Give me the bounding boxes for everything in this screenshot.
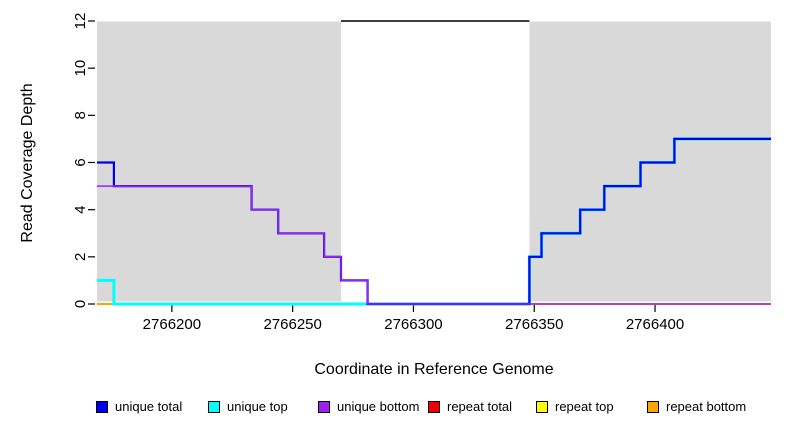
y-axis-tick-label: 10 — [72, 60, 89, 77]
y-axis-tick-label: 6 — [72, 158, 89, 166]
x-axis-tick-label: 2766300 — [384, 316, 442, 333]
x-axis-tick-label: 2766400 — [626, 316, 684, 333]
legend-label: unique total — [115, 399, 183, 414]
legend-swatch-repeat-bottom — [647, 401, 659, 413]
x-axis-title: Coordinate in Reference Genome — [314, 361, 554, 378]
legend-label: repeat top — [555, 399, 614, 414]
legend-swatch-unique-top — [208, 401, 220, 413]
legend-swatch-repeat-top — [536, 401, 548, 413]
legend-swatch-repeat-total — [428, 401, 440, 413]
x-axis-tick-label: 2766350 — [505, 316, 563, 333]
legend-label: unique bottom — [337, 399, 420, 414]
legend-item-unique-top: unique top — [208, 400, 288, 414]
legend-item-unique-bottom: unique bottom — [318, 400, 419, 414]
legend-item-repeat-total: repeat total — [428, 400, 512, 414]
legend-item-repeat-top: repeat top — [536, 400, 614, 414]
legend-item-repeat-bottom: repeat bottom — [647, 400, 746, 414]
y-axis-title: Read Coverage Depth — [19, 83, 36, 243]
shaded-region — [97, 21, 341, 302]
legend-item-unique-total: unique total — [96, 400, 182, 414]
y-axis-tick-label: 0 — [72, 300, 89, 308]
legend-label: unique top — [227, 399, 288, 414]
legend-swatch-unique-bottom — [318, 401, 330, 413]
y-axis-tick-label: 4 — [72, 205, 89, 213]
series-unique-bottom — [97, 185, 771, 305]
legend-label: repeat bottom — [666, 399, 747, 414]
legend-label: repeat total — [447, 399, 513, 414]
legend-swatch-unique-total — [96, 401, 108, 413]
y-axis-tick-label: 12 — [72, 13, 89, 30]
x-axis-tick-label: 2766200 — [143, 316, 201, 333]
y-axis-tick-label: 2 — [72, 253, 89, 261]
x-axis-tick-label: 2766250 — [263, 316, 321, 333]
y-axis-tick-label: 8 — [72, 111, 89, 119]
